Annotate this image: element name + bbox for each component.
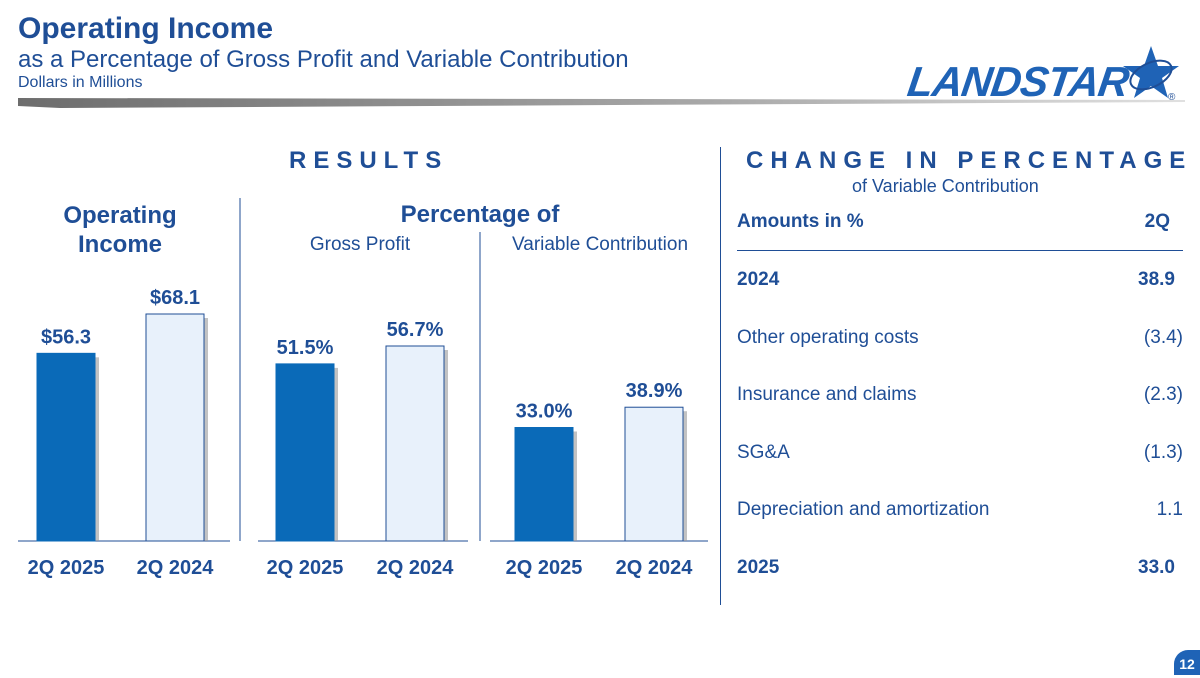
chart-3-subtitle: Variable Contribution [511, 234, 689, 255]
page-number: 12 [1174, 650, 1200, 675]
row-value: (3.4) [1143, 327, 1183, 348]
chart-2-data-label-1: 51.5% [277, 337, 334, 359]
row-label: 2025 [737, 557, 780, 578]
table-row: 2024 38.9 [737, 269, 1183, 299]
table-row: Insurance and claims (2.3) [737, 384, 1183, 414]
chart-3-data-label-2: 38.9% [626, 380, 683, 402]
row-label: SG&A [737, 442, 790, 463]
results-charts: $56.3 2Q 2025 $68.1 2Q 2024 51.5% 2Q 2025 56.7… [18, 198, 708, 579]
section-divider [720, 147, 721, 605]
row-value: 1.1 [1156, 499, 1183, 520]
chart-2-data-label-2: 56.7% [387, 319, 444, 341]
chart-2-bar-2 [385, 345, 445, 542]
chart-1-title: Operating Income [63, 202, 177, 258]
row-value: 33.0 [1138, 557, 1175, 578]
results-heading: RESULTS [289, 147, 449, 174]
chart-3-data-label-1: 33.0% [516, 401, 573, 423]
row-value: 38.9 [1138, 269, 1175, 290]
chart-2-bar-1 [275, 363, 335, 542]
row-value: (2.3) [1143, 384, 1183, 405]
page-title: Operating Income [18, 12, 274, 45]
page-subtitle: as a Percentage of Gross Profit and Vari… [18, 46, 629, 73]
col-period: 2Q [1144, 211, 1170, 232]
units-note: Dollars in Millions [18, 74, 143, 91]
row-value: (1.3) [1143, 442, 1183, 463]
chart-1-data-label-2: $68.1 [150, 287, 200, 309]
col-label: Amounts in % [737, 211, 864, 232]
chart-1-category-label-1: 2Q 2025 [28, 557, 105, 579]
row-label: 2024 [737, 269, 780, 290]
registered-mark: ® [1168, 92, 1176, 103]
table-row: SG&A (1.3) [737, 442, 1183, 472]
header-swoosh [18, 98, 1185, 108]
star-logo-icon [1123, 46, 1179, 98]
row-label: Insurance and claims [737, 384, 917, 405]
chart-1-category-label-2: 2Q 2024 [137, 557, 215, 579]
table-row: 2025 33.0 [737, 557, 1183, 587]
chart-2-subtitle: Gross Profit [309, 234, 411, 255]
chart-1-bar-1 [36, 352, 96, 542]
table-row: Other operating costs (3.4) [737, 327, 1183, 357]
chart-2-category-label-2: 2Q 2024 [377, 557, 455, 579]
chart-2-3-title: Percentage of [400, 201, 560, 228]
table-header: Amounts in % 2Q [737, 211, 1183, 241]
landstar-logo: LANDSTAR [904, 58, 1132, 105]
change-heading: CHANGE IN PERCENTAGE [746, 147, 1193, 174]
row-label: Other operating costs [737, 327, 919, 348]
chart-2-category-label-1: 2Q 2025 [267, 557, 344, 579]
row-label: Depreciation and amortization [737, 499, 990, 520]
change-subheading: of Variable Contribution [852, 176, 1039, 196]
chart-1-bar-2 [145, 313, 205, 542]
chart-3-category-label-2: 2Q 2024 [616, 557, 694, 579]
chart-3-bar-1 [514, 427, 574, 542]
table-row: Depreciation and amortization 1.1 [737, 499, 1183, 529]
chart-1-data-label-1: $56.3 [41, 326, 91, 348]
chart-3-category-label-1: 2Q 2025 [506, 557, 583, 579]
table-header-rule [737, 250, 1183, 251]
chart-3-bar-2 [624, 406, 684, 542]
